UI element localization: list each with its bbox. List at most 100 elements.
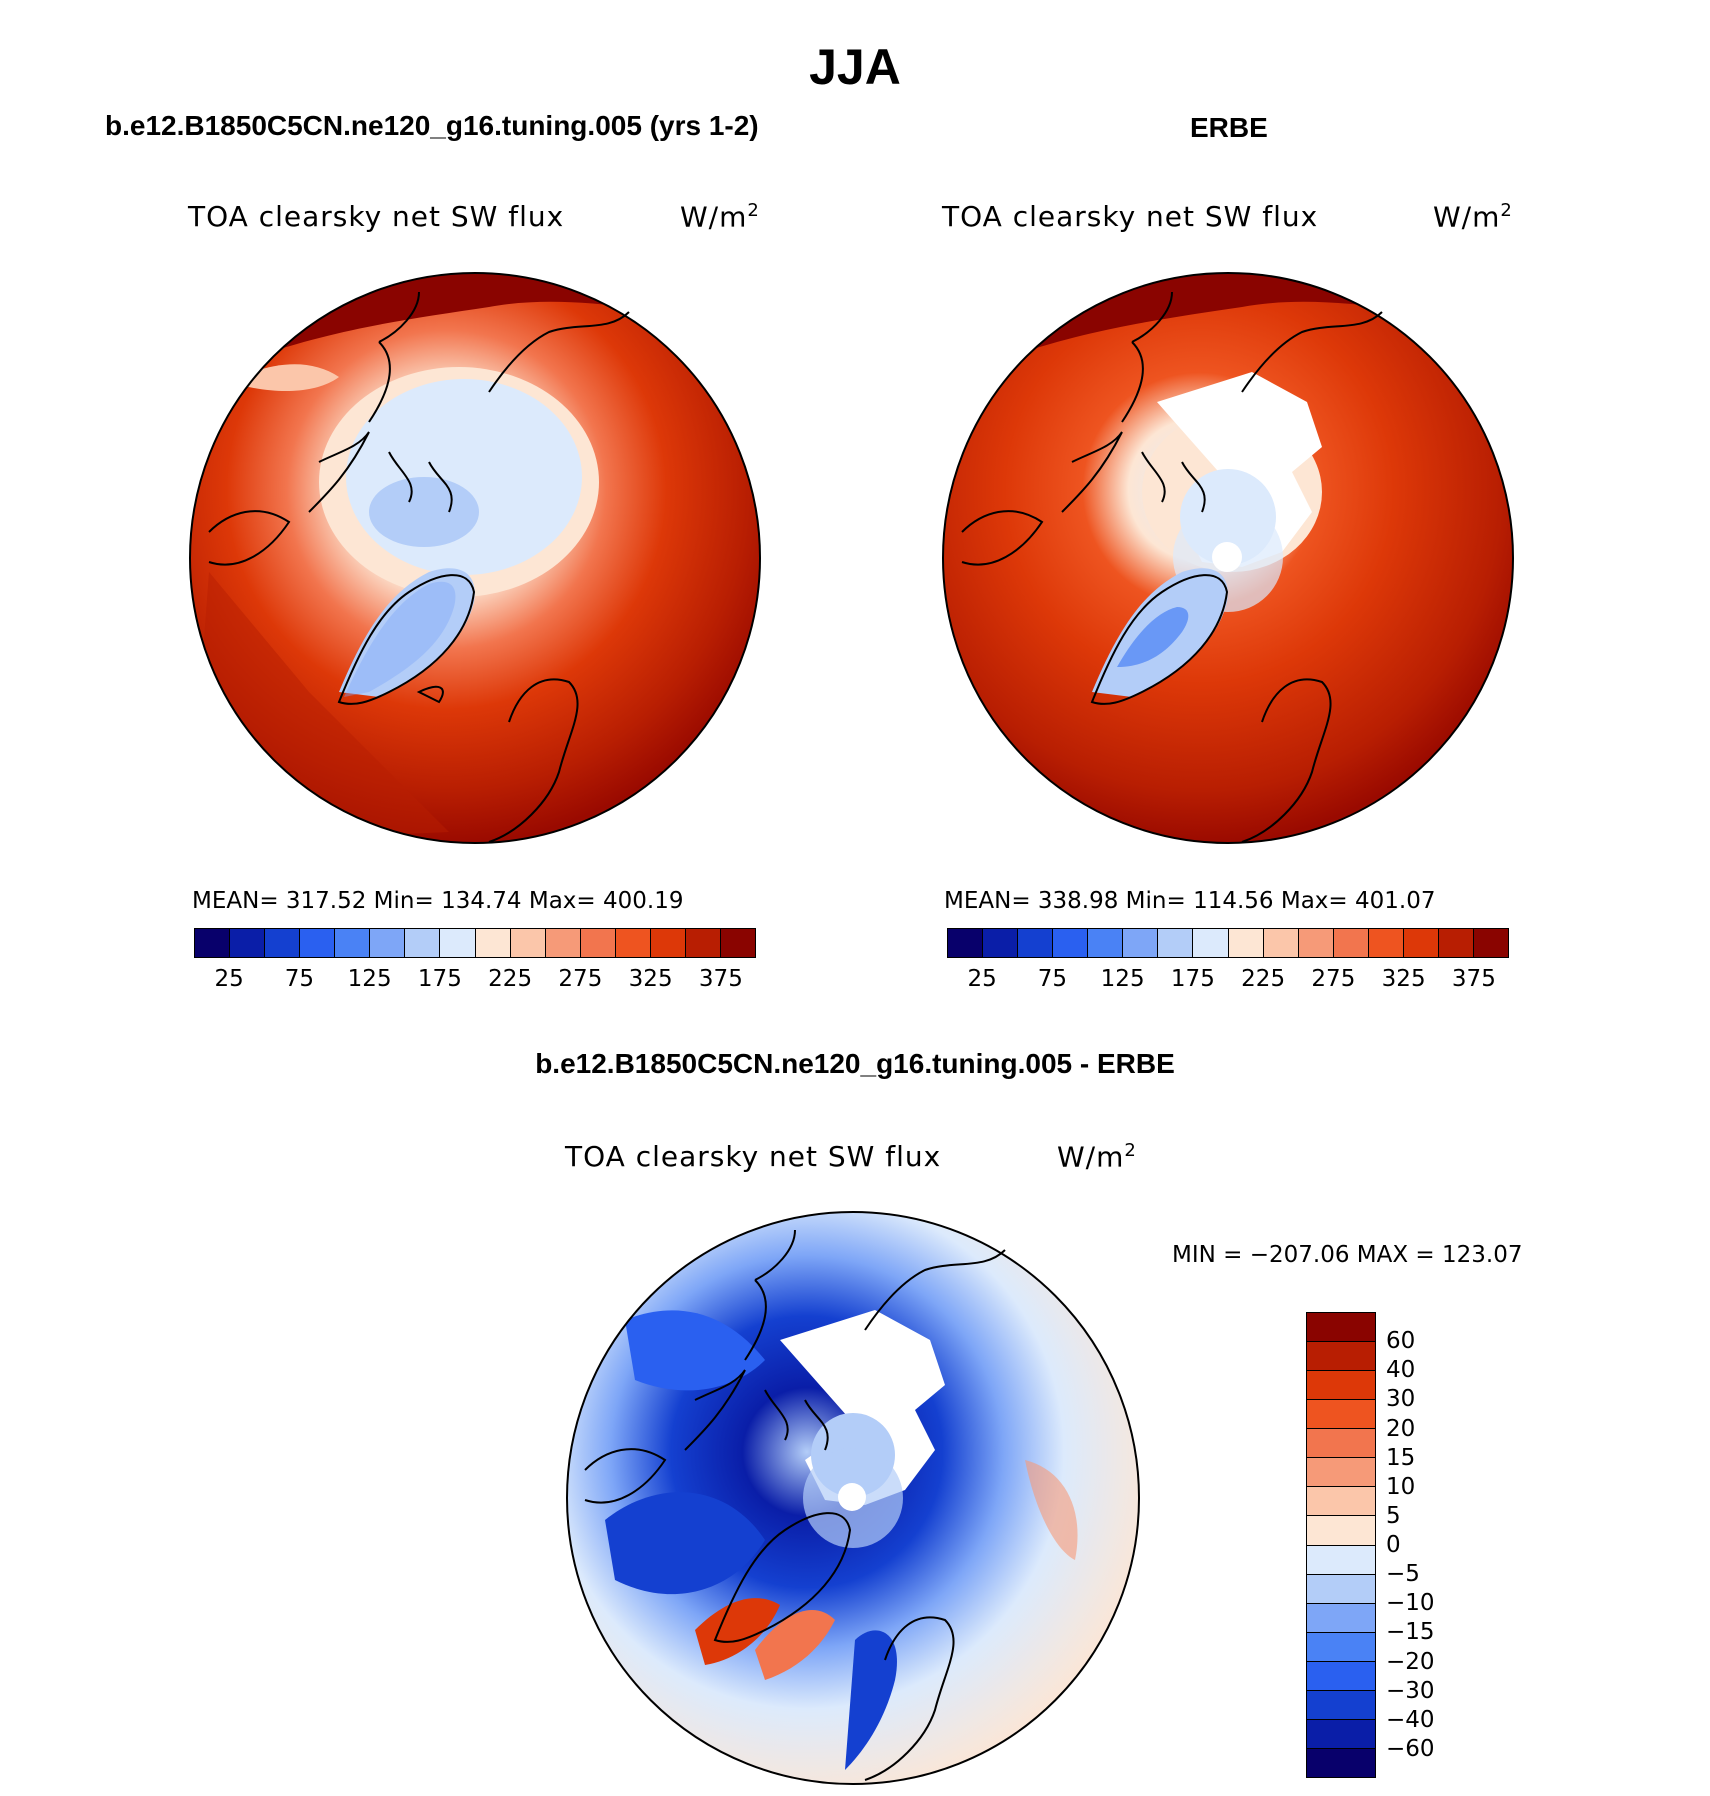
colorbar-swatch bbox=[1263, 929, 1299, 957]
colorbar-swatch bbox=[370, 929, 406, 957]
panel1-colorbar bbox=[194, 928, 756, 958]
colorbar-swatch bbox=[510, 929, 546, 957]
colorbar-swatch bbox=[1307, 1661, 1375, 1691]
colorbar-tick-label: 325 bbox=[628, 966, 673, 992]
model-polar-map bbox=[189, 272, 761, 844]
panel1-colorbar-ticks: 25 75 125 175 225 275 325 375 bbox=[194, 966, 756, 996]
colorbar-swatch bbox=[1307, 1458, 1375, 1488]
colorbar-tick-label: 125 bbox=[347, 966, 392, 992]
colorbar-tick-label: 275 bbox=[558, 966, 603, 992]
colorbar-swatch bbox=[230, 929, 266, 957]
colorbar-swatch bbox=[1307, 1545, 1375, 1575]
colorbar-swatch bbox=[1053, 929, 1089, 957]
panel1-stats: MEAN= 317.52 Min= 134.74 Max= 400.19 bbox=[192, 888, 684, 914]
erbe-polar-map bbox=[942, 272, 1514, 844]
colorbar-tick-label: 225 bbox=[488, 966, 533, 992]
colorbar-tick-label: 175 bbox=[1170, 966, 1215, 992]
colorbar-swatch bbox=[1403, 929, 1439, 957]
colorbar-tick-label: 10 bbox=[1386, 1473, 1416, 1500]
colorbar-tick-label: 60 bbox=[1386, 1328, 1416, 1355]
colorbar-swatch bbox=[300, 929, 336, 957]
colorbar-swatch bbox=[195, 929, 231, 957]
colorbar-swatch bbox=[983, 929, 1019, 957]
colorbar-tick-label: −10 bbox=[1386, 1590, 1435, 1617]
colorbar-swatch bbox=[545, 929, 581, 957]
colorbar-swatch bbox=[1438, 929, 1474, 957]
colorbar-tick-label: −5 bbox=[1386, 1561, 1420, 1588]
colorbar-tick-label: −15 bbox=[1386, 1619, 1435, 1646]
colorbar-swatch bbox=[1368, 929, 1404, 957]
panel2-units: W/m2 bbox=[1433, 200, 1513, 234]
colorbar-swatch bbox=[720, 929, 755, 957]
colorbar-swatch bbox=[1307, 1632, 1375, 1662]
colorbar-swatch bbox=[1018, 929, 1054, 957]
difference-colorbar-ticks: 60 40 30 20 15 10 5 0 −5 −10 −15 −20 −30 −40 −60 bbox=[1386, 1312, 1486, 1778]
colorbar-tick-label: 40 bbox=[1386, 1357, 1416, 1384]
colorbar-tick-label: 25 bbox=[967, 966, 997, 992]
colorbar-swatch bbox=[335, 929, 371, 957]
panel1-units: W/m2 bbox=[680, 200, 760, 234]
panel2-colorbar bbox=[947, 928, 1509, 958]
colorbar-tick-label: 375 bbox=[1451, 966, 1496, 992]
colorbar-swatch bbox=[1193, 929, 1229, 957]
colorbar-swatch bbox=[1088, 929, 1124, 957]
colorbar-swatch bbox=[1298, 929, 1334, 957]
colorbar-swatch bbox=[1307, 1313, 1375, 1343]
colorbar-tick-label: 125 bbox=[1100, 966, 1145, 992]
colorbar-swatch bbox=[1307, 1690, 1375, 1720]
colorbar-swatch bbox=[650, 929, 686, 957]
colorbar-tick-label: 175 bbox=[417, 966, 462, 992]
colorbar-swatch bbox=[475, 929, 511, 957]
colorbar-tick-label: 375 bbox=[698, 966, 743, 992]
colorbar-swatch bbox=[1473, 929, 1508, 957]
colorbar-swatch bbox=[1307, 1748, 1375, 1777]
colorbar-tick-label: 25 bbox=[214, 966, 244, 992]
colorbar-tick-label: 75 bbox=[284, 966, 315, 992]
colorbar-swatch bbox=[1228, 929, 1264, 957]
colorbar-swatch bbox=[580, 929, 616, 957]
colorbar-swatch bbox=[615, 929, 651, 957]
colorbar-tick-label: −40 bbox=[1386, 1706, 1435, 1733]
colorbar-swatch bbox=[1123, 929, 1159, 957]
panel3-title: b.e12.B1850C5CN.ne120_g16.tuning.005 - E… bbox=[535, 1048, 1175, 1079]
colorbar-tick-label: 275 bbox=[1311, 966, 1356, 992]
difference-colorbar bbox=[1306, 1312, 1376, 1778]
colorbar-tick-label: 30 bbox=[1386, 1386, 1416, 1413]
panel3-units: W/m2 bbox=[1057, 1140, 1137, 1174]
colorbar-swatch bbox=[685, 929, 721, 957]
colorbar-swatch bbox=[265, 929, 301, 957]
panel1-title: b.e12.B1850C5CN.ne120_g16.tuning.005 (yr… bbox=[105, 110, 759, 141]
colorbar-swatch bbox=[948, 929, 984, 957]
colorbar-tick-label: −30 bbox=[1386, 1677, 1435, 1704]
panel1-var-title: TOA clearsky net SW flux bbox=[188, 200, 565, 233]
panel3-stats: MIN = −207.06 MAX = 123.07 bbox=[1172, 1242, 1523, 1268]
panel3-var-title: TOA clearsky net SW flux bbox=[565, 1140, 942, 1173]
colorbar-tick-label: 15 bbox=[1386, 1444, 1416, 1471]
colorbar-tick-label: 5 bbox=[1386, 1502, 1401, 1529]
panel2-colorbar-ticks: 25 75 125 175 225 275 325 375 bbox=[947, 966, 1509, 996]
colorbar-swatch bbox=[1307, 1371, 1375, 1401]
colorbar-swatch bbox=[1307, 1574, 1375, 1604]
colorbar-swatch bbox=[1333, 929, 1369, 957]
colorbar-tick-label: 325 bbox=[1381, 966, 1426, 992]
colorbar-tick-label: 0 bbox=[1386, 1532, 1401, 1558]
colorbar-tick-label: 20 bbox=[1386, 1415, 1416, 1442]
colorbar-swatch bbox=[1307, 1603, 1375, 1633]
panel2-var-title: TOA clearsky net SW flux bbox=[942, 200, 1319, 233]
colorbar-tick-label: −60 bbox=[1386, 1735, 1435, 1762]
colorbar-swatch bbox=[440, 929, 476, 957]
colorbar-swatch bbox=[1158, 929, 1194, 957]
colorbar-tick-label: 75 bbox=[1037, 966, 1068, 992]
colorbar-swatch bbox=[1307, 1516, 1375, 1546]
colorbar-swatch bbox=[1307, 1719, 1375, 1749]
colorbar-tick-label: −20 bbox=[1386, 1648, 1435, 1675]
main-title: JJA bbox=[809, 39, 901, 95]
panel2-stats: MEAN= 338.98 Min= 114.56 Max= 401.07 bbox=[944, 888, 1436, 914]
colorbar-swatch bbox=[405, 929, 441, 957]
colorbar-swatch bbox=[1307, 1400, 1375, 1430]
colorbar-swatch bbox=[1307, 1342, 1375, 1372]
colorbar-swatch bbox=[1307, 1429, 1375, 1459]
colorbar-swatch bbox=[1307, 1487, 1375, 1517]
difference-polar-map bbox=[566, 1211, 1140, 1785]
panel2-title: ERBE bbox=[1190, 112, 1268, 143]
